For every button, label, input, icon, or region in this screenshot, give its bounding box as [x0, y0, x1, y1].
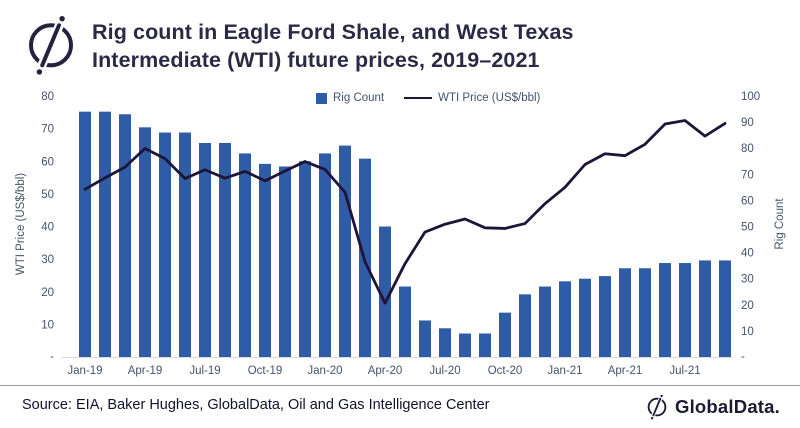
rig-count-bar: [279, 166, 291, 357]
rig-count-bar: [159, 132, 171, 357]
source-text: Source: EIA, Baker Hughes, GlobalData, O…: [22, 397, 490, 413]
rig-count-bar: [199, 142, 211, 357]
legend-item-rig-count: Rig Count: [316, 92, 384, 104]
rig-count-bar: [679, 263, 691, 357]
footer-brand-logo: GlobalData.: [644, 393, 780, 420]
rig-count-bar: [339, 145, 351, 357]
left-axis-tick-label: 50: [41, 189, 54, 201]
chart-title-line1: Rig count in Eagle Ford Shale, and West …: [92, 20, 574, 44]
rig-count-bar: [399, 286, 411, 357]
globaldata-compass-icon: [647, 394, 667, 420]
wti-line-swatch-icon: [404, 96, 433, 100]
rig-count-bar: [579, 278, 591, 357]
footer: Source: EIA, Baker Hughes, GlobalData, O…: [0, 386, 800, 428]
rig-count-bar: [559, 281, 571, 357]
left-axis-tick-label: 80: [41, 91, 54, 103]
rig-count-bar: [519, 294, 531, 357]
x-axis-tick-label: Apr-20: [368, 365, 403, 377]
x-axis-tick-label: Apr-21: [608, 365, 643, 377]
rig-count-bar: [239, 153, 251, 357]
left-axis-tick-label: 40: [41, 222, 54, 234]
left-axis-tick-label: 10: [41, 319, 54, 331]
left-axis-tick-label: 70: [41, 124, 54, 136]
rig-count-bar: [459, 333, 471, 357]
right-axis-zero-label: -: [741, 351, 745, 363]
x-axis-tick-label: Jan-21: [547, 365, 582, 377]
rig-count-bar: [319, 153, 331, 357]
right-axis-tick-label: 80: [741, 143, 754, 155]
left-axis-tick-label: 60: [41, 156, 54, 168]
wti-price-line: [83, 119, 727, 305]
rig-count-bar: [259, 163, 271, 357]
legend-wti-label: WTI Price (US$/bbl): [438, 92, 541, 104]
right-axis-tick-label: 90: [741, 117, 754, 129]
chart-title: Rig count in Eagle Ford Shale, and West …: [92, 18, 752, 74]
right-axis-tick-label: 60: [741, 195, 754, 207]
x-axis-tick-label: Oct-19: [248, 365, 283, 377]
legend-rig-label: Rig Count: [333, 92, 385, 104]
rig-count-bar: [439, 328, 451, 357]
right-axis-tick-label: 20: [741, 300, 754, 312]
rig-count-bar: [119, 114, 131, 358]
right-axis-tick-label: 100: [741, 91, 760, 103]
rig-count-bar: [599, 276, 611, 357]
brand-name: GlobalData.: [675, 395, 780, 417]
x-axis-tick-label: Jul-19: [189, 365, 220, 377]
rig-count-bar: [299, 161, 311, 357]
rig-count-bar: [219, 142, 231, 357]
legend-item-wti-price: WTI Price (US$/bbl): [404, 92, 540, 104]
left-axis-zero-label: -: [50, 351, 54, 363]
footer-divider: [0, 385, 800, 386]
rig-count-bar: [139, 127, 151, 357]
x-axis-tick-label: Jul-20: [429, 365, 460, 377]
rig-count-bar: [419, 320, 431, 357]
left-axis-tick-label: 20: [41, 287, 54, 299]
rig-count-bar: [179, 132, 191, 357]
rig-count-bar: [379, 226, 391, 357]
rig-count-bar: [499, 312, 511, 357]
right-axis-tick-label: 40: [741, 248, 754, 260]
chart-title-line2: Intermediate (WTI) future prices, 2019–2…: [92, 48, 540, 72]
right-axis-tick-label: 50: [741, 222, 754, 234]
x-axis-tick-label: Jan-20: [307, 365, 342, 377]
left-axis-tick-label: 30: [41, 254, 54, 266]
right-axis-tick-label: 30: [741, 274, 754, 286]
x-axis-tick-label: Jan-19: [67, 365, 102, 377]
rig-count-bar: [99, 111, 111, 357]
rig-count-bar: [719, 260, 731, 357]
rig-count-bar: [639, 268, 651, 357]
x-axis-tick-label: Jul-21: [669, 365, 700, 377]
rig-count-bar: [479, 333, 491, 357]
rig-count-bar: [699, 260, 711, 357]
legend: Rig Count WTI Price (US$/bbl): [316, 92, 540, 104]
rig-count-swatch-icon: [316, 92, 327, 104]
right-axis-tick-label: 70: [741, 169, 754, 181]
right-axis-tick-label: 10: [741, 326, 754, 338]
rig-count-bar: [619, 268, 631, 357]
globaldata-compass-icon: [28, 15, 74, 75]
rig-count-bar: [79, 111, 91, 357]
x-axis-tick-label: Apr-19: [128, 365, 163, 377]
rig-count-bar: [539, 286, 551, 357]
rig-count-bar: [659, 263, 671, 357]
x-axis-tick-label: Oct-20: [488, 365, 523, 377]
